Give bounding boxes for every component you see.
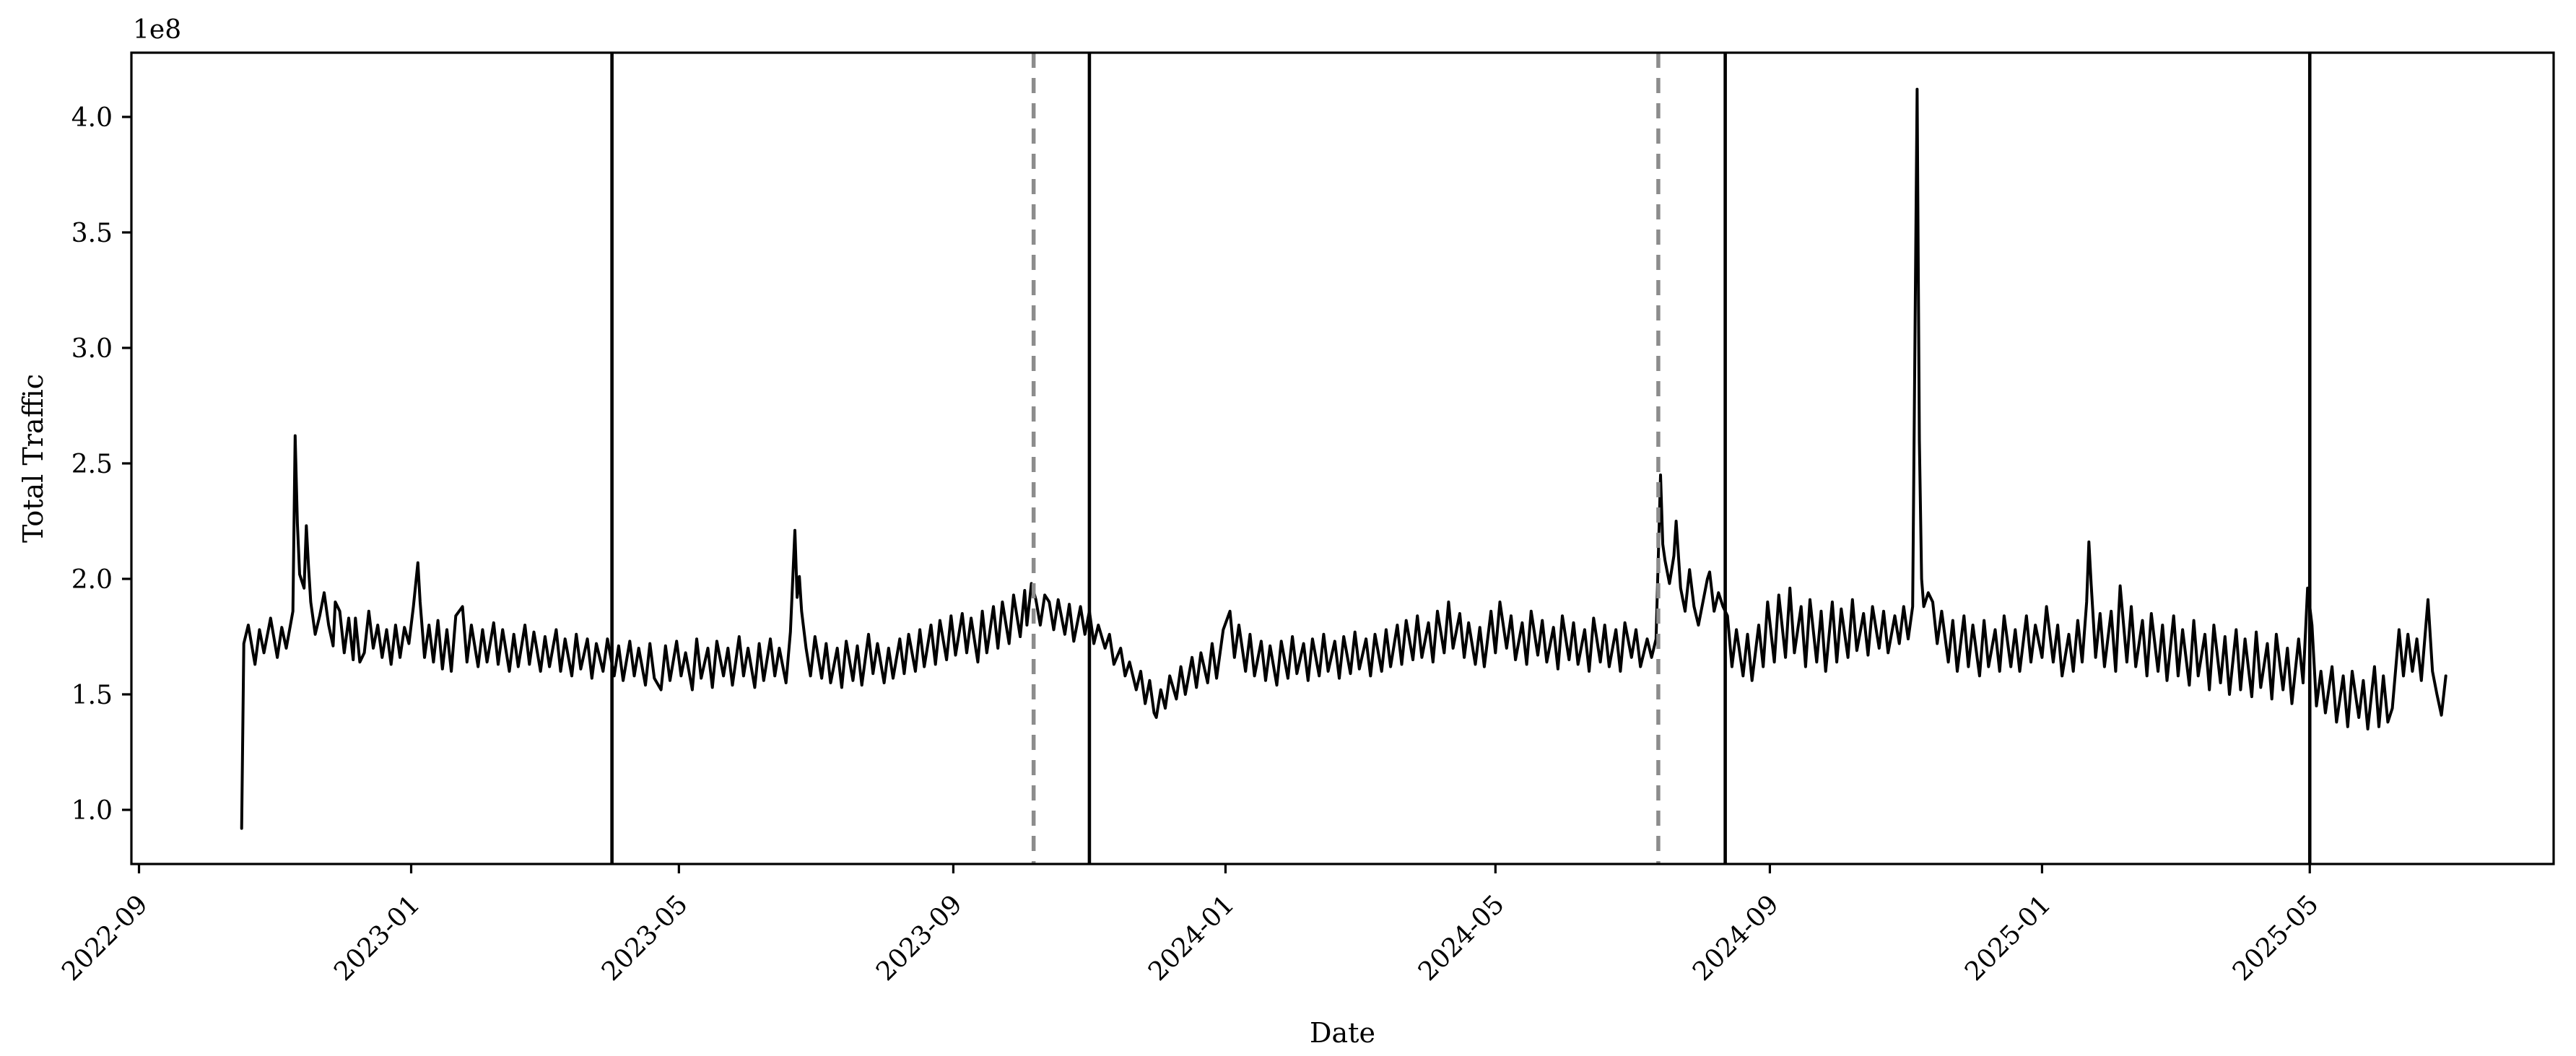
x-tick-label-2025-05: 2025-05 — [2227, 889, 2325, 987]
traffic-series-line — [240, 87, 2447, 830]
x-tick-label-2023-09: 2023-09 — [871, 889, 968, 987]
y-tick-label-2.0: 2.0 — [71, 565, 113, 595]
plot-area — [240, 53, 2447, 864]
x-tick-label-2023-01: 2023-01 — [328, 889, 426, 987]
y-axis-label: Total Traffic — [17, 373, 49, 544]
x-tick-label-2024-09: 2024-09 — [1687, 889, 1785, 987]
x-tick-label-2024-01: 2024-01 — [1143, 889, 1240, 987]
x-axis-label: Date — [1310, 1017, 1375, 1049]
x-tick-label-2024-05: 2024-05 — [1413, 889, 1510, 987]
y-axis-offset-text: 1e8 — [133, 15, 182, 45]
x-tick-label-2022-09: 2022-09 — [56, 889, 154, 987]
x-tick-label-2025-01: 2025-01 — [1959, 889, 2057, 987]
y-tick-label-3.0: 3.0 — [71, 334, 113, 364]
y-tick-label-4.0: 4.0 — [71, 103, 113, 133]
plot-border — [130, 51, 2555, 865]
y-tick-label-3.5: 3.5 — [71, 219, 113, 248]
y-tick-label-2.5: 2.5 — [71, 450, 113, 479]
x-tick-label-2023-05: 2023-05 — [596, 889, 694, 987]
y-tick-label-1.0: 1.0 — [71, 796, 113, 826]
y-tick-label-1.5: 1.5 — [71, 681, 113, 710]
